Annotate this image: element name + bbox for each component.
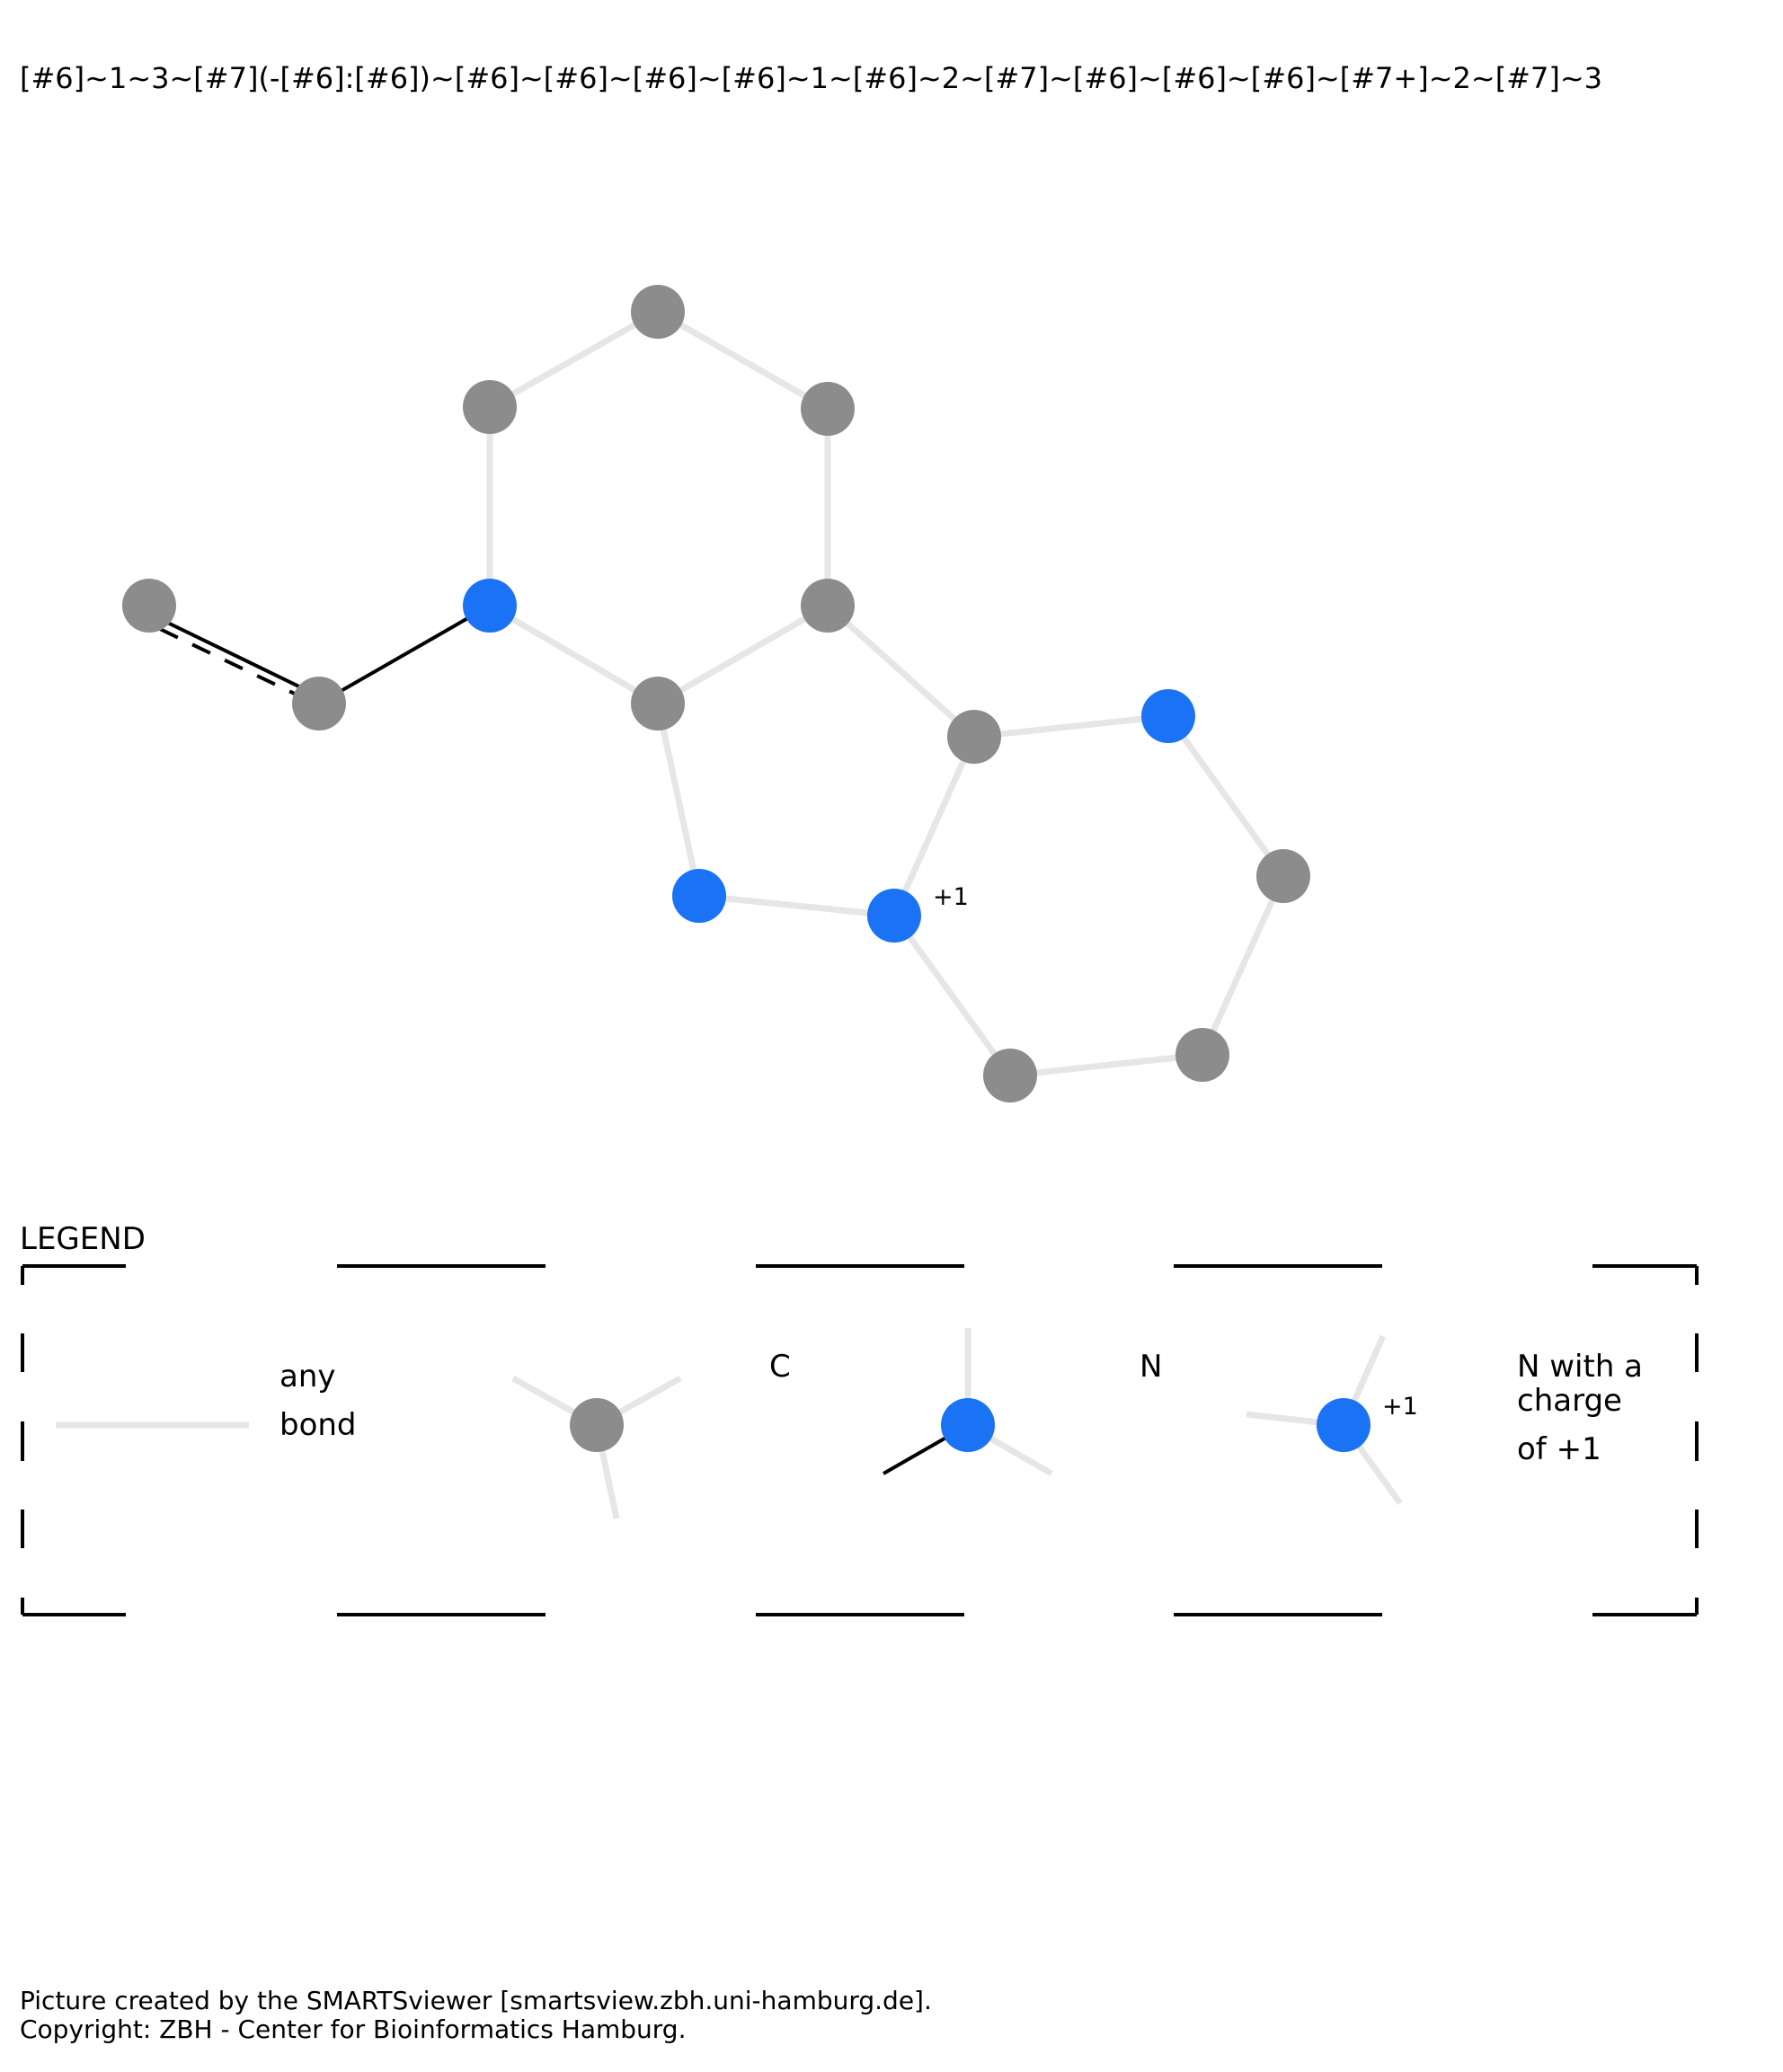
carbon-atom — [1175, 1028, 1229, 1082]
bond-any — [891, 733, 978, 919]
bond-any — [696, 892, 898, 919]
legend-any-bond-label-line2: bond — [279, 1407, 357, 1443]
nitrogen-atom — [672, 869, 726, 923]
carbon-atom — [463, 380, 517, 434]
legend-title: LEGEND — [20, 1221, 146, 1257]
legend-nitrogen-sample — [883, 1328, 1053, 1477]
carbon-atom — [1256, 849, 1310, 903]
footer-credit: Picture created by the SMARTSviewer [sma… — [20, 1986, 932, 2015]
bond-any — [654, 700, 703, 899]
legend-charged-nitrogen-sample — [1246, 1334, 1403, 1506]
bonds — [150, 308, 1287, 1079]
bond-any — [654, 602, 831, 707]
bond-any — [891, 912, 1014, 1079]
carbon-atom — [983, 1049, 1037, 1102]
legend-frame — [21, 1264, 1699, 1616]
legend: LEGEND — [20, 1221, 1699, 1616]
legend-any-bond-label-line1: any — [279, 1359, 336, 1395]
nitrogen-charged-atom — [867, 889, 921, 943]
bond-any — [486, 602, 661, 707]
bond-any — [654, 308, 831, 412]
carbon-atom — [122, 579, 176, 633]
bond-any — [486, 308, 661, 411]
bond-any — [1165, 713, 1287, 880]
carbon-atom — [947, 710, 1001, 764]
footer-copyright: Copyright: ZBH - Center for Bioinformati… — [20, 2014, 686, 2044]
bond-any — [824, 602, 978, 740]
carbon-atom — [631, 285, 685, 339]
nitrogen-atom — [1141, 689, 1195, 743]
nitrogen-atom — [463, 579, 517, 633]
carbon-atom — [631, 677, 685, 731]
legend-charged-n-label-line3: of +1 — [1517, 1431, 1601, 1467]
bond-any — [1007, 1051, 1206, 1079]
atoms — [122, 285, 1310, 1102]
bond-single — [318, 604, 491, 705]
carbon-atom — [801, 579, 855, 633]
bond-aromatic — [150, 613, 311, 694]
legend-nitrogen-label: N — [1140, 1349, 1162, 1385]
legend-charged-n-label-line1: N with a — [1517, 1349, 1643, 1385]
bond-any — [1199, 872, 1287, 1058]
legend-carbon-sample — [511, 1375, 682, 1519]
bond-aromatic-dash — [159, 627, 303, 699]
molecule-graph: +1 — [122, 285, 1310, 1102]
smarts-string: [#6]~1~3~[#7](-[#6]:[#6])~[#6]~[#6]~[#6]… — [20, 61, 1602, 95]
carbon-atom — [801, 382, 855, 436]
atom-charge-label: +1 — [933, 883, 969, 911]
legend-carbon-label: C — [769, 1349, 791, 1385]
legend-charged-n-label-line2: charge — [1517, 1383, 1622, 1419]
carbon-atom — [292, 677, 346, 731]
bond-any — [971, 713, 1172, 740]
legend-charge-label: +1 — [1382, 1393, 1418, 1421]
